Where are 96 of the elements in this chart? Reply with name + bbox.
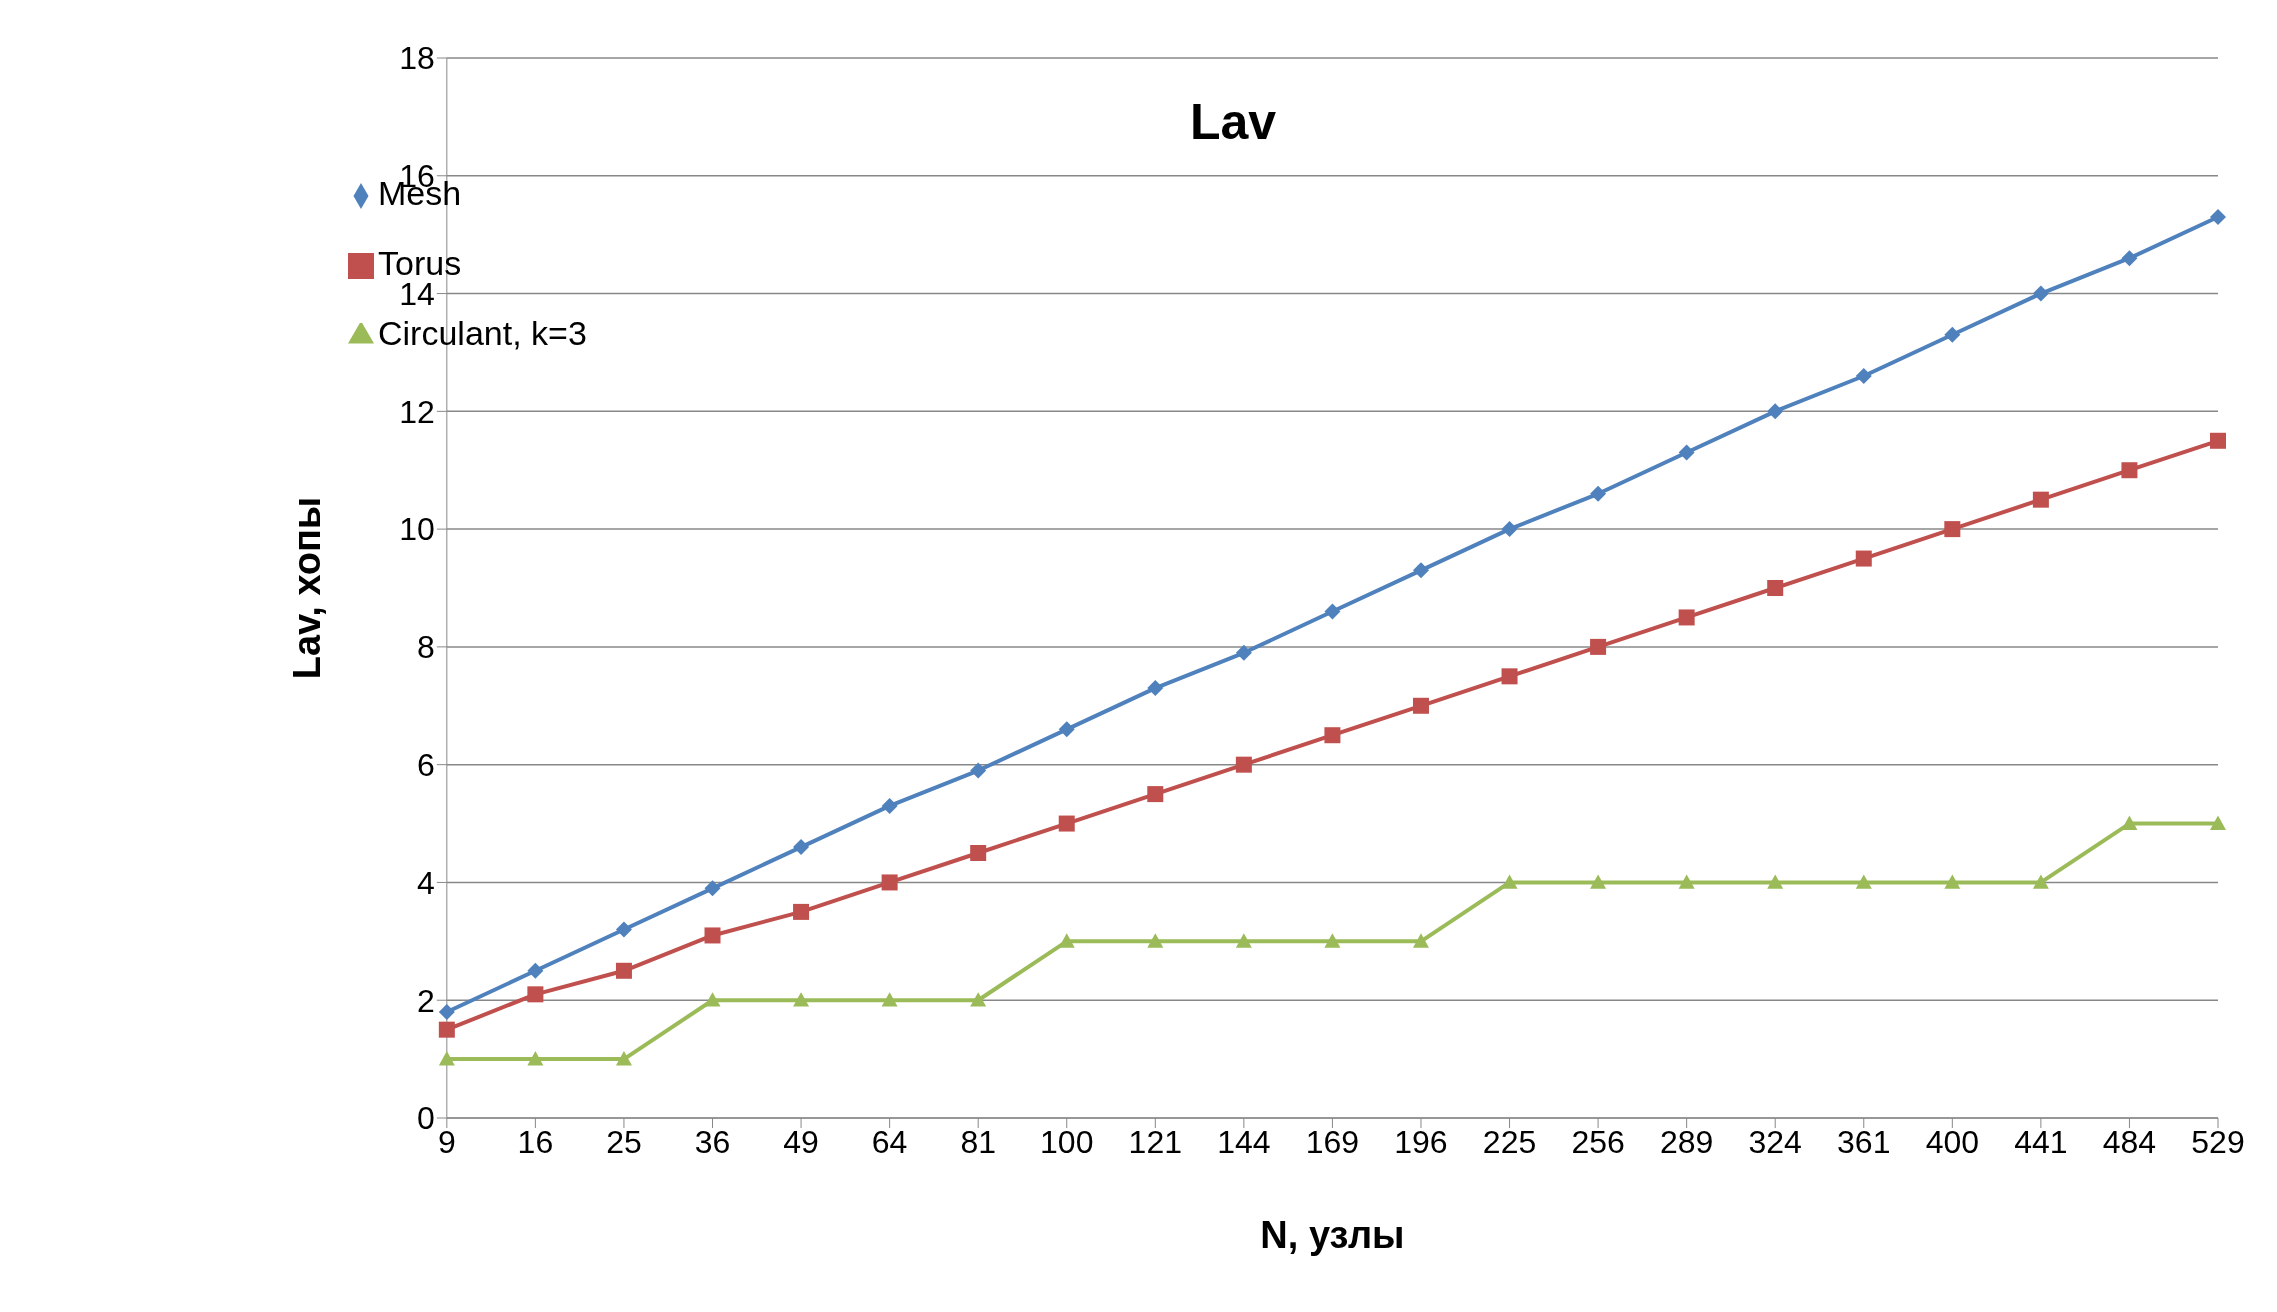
point (1147, 680, 1164, 697)
point (1324, 727, 1341, 744)
point (704, 927, 721, 944)
y-tick-label: 8 (417, 629, 435, 666)
y-tick-label: 12 (399, 393, 435, 430)
point (1235, 933, 1252, 948)
point (1855, 368, 1872, 384)
point (1058, 721, 1075, 738)
point (970, 762, 987, 779)
y-tick-label: 0 (417, 1100, 435, 1137)
point (793, 903, 810, 920)
point (1767, 403, 1784, 420)
x-tick-label: 169 (1305, 1123, 1360, 1160)
point (1944, 874, 1961, 889)
x-tick-label: 400 (1925, 1123, 1980, 1160)
point (2121, 815, 2138, 830)
point (615, 1051, 632, 1066)
point (1678, 444, 1695, 461)
point (1944, 521, 1961, 538)
point (615, 921, 632, 938)
point (970, 992, 987, 1007)
point (1678, 609, 1695, 626)
y-tick-label: 18 (399, 40, 435, 77)
point (1678, 874, 1695, 889)
legend-label: Circulant, k=3 (378, 314, 587, 352)
x-tick-label: 289 (1659, 1123, 1714, 1160)
x-tick-label: 64 (871, 1123, 908, 1160)
point (1324, 933, 1341, 948)
x-tick-label: 36 (694, 1123, 731, 1160)
point (1147, 786, 1164, 803)
x-tick-label: 256 (1571, 1123, 1625, 1160)
point (2032, 285, 2049, 302)
point (793, 839, 810, 856)
point (527, 986, 544, 1003)
x-tick-label: 441 (2014, 1123, 2068, 1160)
point (438, 1004, 455, 1020)
x-tick-label: 361 (1837, 1123, 1891, 1160)
point (1147, 933, 1164, 948)
x-tick-label: 484 (2102, 1123, 2157, 1160)
point (1058, 815, 1075, 832)
point (1324, 603, 1341, 620)
y-tick-label: 2 (417, 982, 435, 1019)
x-tick-label: 121 (1128, 1123, 1182, 1160)
x-tick-label: 324 (1748, 1123, 1802, 1160)
point (1590, 874, 1607, 889)
point (527, 962, 544, 979)
y-tick-label: 4 (417, 864, 435, 901)
point (2121, 462, 2138, 479)
point (1501, 874, 1518, 889)
point (2032, 491, 2049, 508)
point (1590, 485, 1607, 502)
x-axis-title: N, узлы (1260, 1214, 1405, 1256)
point (527, 1051, 544, 1066)
x-tick-label: 49 (783, 1123, 819, 1160)
x-tick-label: 81 (960, 1123, 996, 1160)
point (1855, 550, 1872, 567)
point (1767, 874, 1784, 889)
point (1501, 668, 1518, 685)
x-tick-label: 100 (1040, 1123, 1094, 1160)
text: Lav (1188, 93, 1278, 151)
x-tick-label: 16 (517, 1123, 554, 1160)
point (438, 1051, 455, 1066)
point (1058, 933, 1075, 948)
point (704, 880, 721, 897)
point (2210, 815, 2226, 830)
y-tick-label: 6 (417, 747, 435, 784)
point (1235, 756, 1252, 773)
x-tick-label: 225 (1482, 1123, 1537, 1160)
point (704, 992, 721, 1007)
y-axis-title: Lav, хопы (286, 496, 329, 680)
point (793, 992, 810, 1007)
point (1944, 326, 1961, 343)
point (1412, 933, 1429, 948)
point (2210, 432, 2226, 449)
point (1501, 521, 1518, 538)
point (2210, 209, 2226, 225)
point (438, 1021, 455, 1038)
point (1412, 697, 1429, 714)
point (1767, 580, 1784, 596)
x-tick-label: 144 (1217, 1123, 1271, 1160)
point (970, 845, 987, 861)
x-tick-label: 196 (1394, 1123, 1448, 1160)
point (2032, 874, 2049, 889)
x-tick-label: 25 (606, 1123, 642, 1160)
point (1590, 638, 1607, 655)
x-tick-label: 529 (2191, 1123, 2245, 1160)
point (615, 962, 632, 979)
point (2121, 250, 2138, 267)
point (881, 874, 898, 891)
point (1235, 644, 1252, 661)
point (1412, 562, 1429, 579)
point (881, 797, 898, 814)
point (1855, 874, 1872, 889)
x-tick-label: 9 (437, 1123, 456, 1160)
y-tick-label: 10 (399, 511, 435, 548)
point (881, 992, 898, 1007)
